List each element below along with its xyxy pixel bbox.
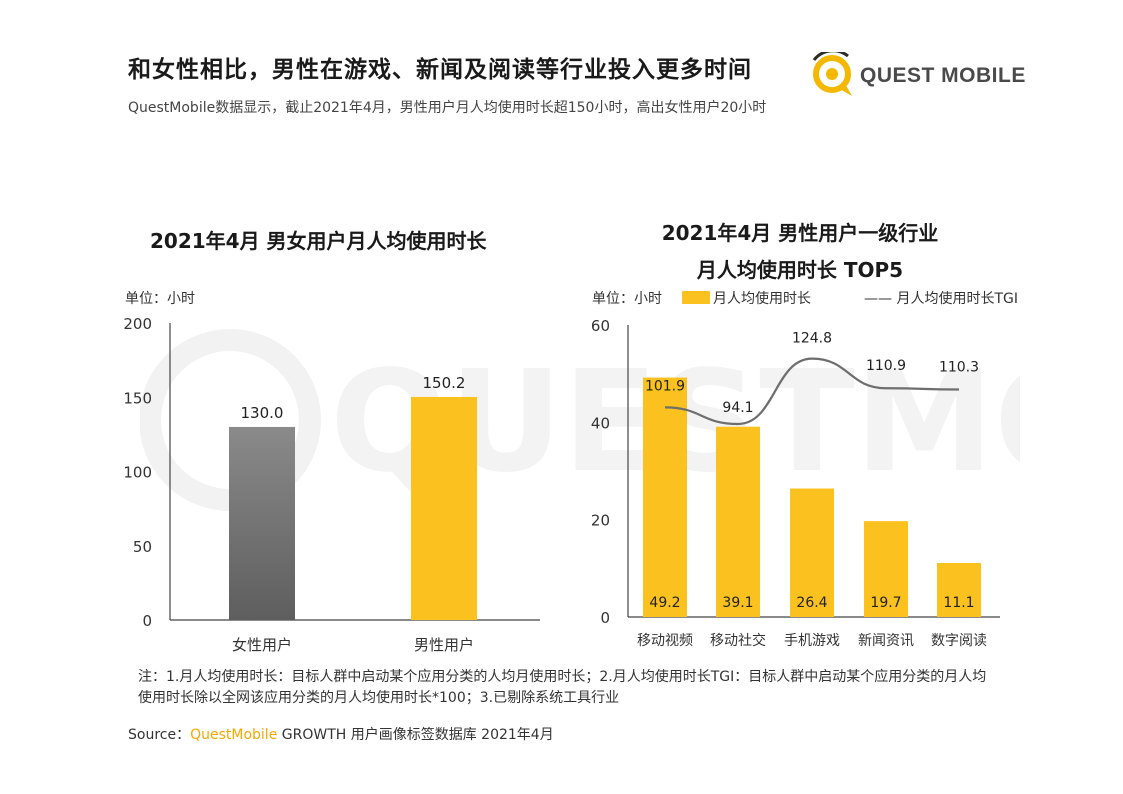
y-tick-label: 20 [591,512,610,530]
tgi-line [664,357,960,426]
page-subtitle: QuestMobile数据显示，截止2021年4月，男性用户月人均使用时长超15… [128,100,767,116]
legend-bar-label: 月人均使用时长 [713,291,811,307]
chart2-unit-label: 单位：小时 [592,291,662,307]
source-rest: GROWTH 用户画像标签数据库 2021年4月 [277,727,554,743]
x-tick-label: 数字阅读 [931,632,987,649]
bar-male [411,396,477,620]
y-tick-label: 150 [123,389,152,407]
questmobile-logo-icon [812,52,852,96]
bar-value-label: 26.4 [796,595,827,611]
source-prefix: Source： [128,727,191,743]
y-tick-label: 50 [133,538,152,556]
tgi-value-label: 101.9 [645,378,685,394]
y-tick-label: 200 [123,315,152,333]
source-brand: QuestMobile [190,727,278,743]
x-tick-label: 手机游戏 [784,633,840,649]
chart2-title-line2: 月人均使用时长 TOP5 [696,258,904,282]
x-tick-label: 女性用户 [232,636,292,654]
bar-3 [864,521,908,617]
tgi-value-label: 124.8 [792,331,832,347]
bar-4 [937,562,981,617]
y-tick-label: 0 [142,612,152,630]
bar-female [229,426,295,620]
chart2-title-line1: 2021年4月 男性用户一级行业 [661,221,939,245]
footnotes: 注：1.月人均使用时长：目标人群中启动某个应用分类的人均月使用时长；2.月人均使… [138,669,987,706]
legend-bar-swatch [682,291,710,304]
tgi-value-label: 110.3 [939,359,979,375]
data-label: 130.0 [241,404,284,422]
bar-value-label: 19.7 [870,595,901,611]
chart1-title: 2021年4月 男女用户月人均使用时长 [150,229,487,253]
tgi-value-label: 110.9 [866,358,906,374]
y-tick-label: 0 [600,609,610,627]
bar-1 [716,426,760,617]
x-tick-label: 移动视频 [637,633,693,649]
bar-value-label: 39.1 [722,595,753,611]
y-tick-label: 100 [123,464,152,482]
logo-text: QUEST MOBILE [860,64,1026,87]
x-tick-label: 新闻资讯 [858,633,914,649]
bar-0 [643,377,687,617]
legend-line-label: —— 月人均使用时长TGI [864,291,1018,307]
page-title: 和女性相比，男性在游戏、新闻及阅读等行业投入更多时间 [128,57,752,83]
chart1-unit-label: 单位：小时 [125,291,195,307]
bar-2 [790,488,834,617]
y-tick-label: 40 [591,414,610,432]
x-tick-label: 移动社交 [710,632,766,649]
tgi-value-label: 94.1 [722,400,753,416]
x-tick-label: 男性用户 [414,636,474,654]
bar-value-label: 11.1 [943,595,974,611]
y-tick-label: 60 [591,317,610,335]
bar-value-label: 49.2 [649,595,680,611]
source-line: Source：QuestMobile GROWTH 用户画像标签数据库 2021… [128,724,554,744]
data-label: 150.2 [423,374,466,392]
